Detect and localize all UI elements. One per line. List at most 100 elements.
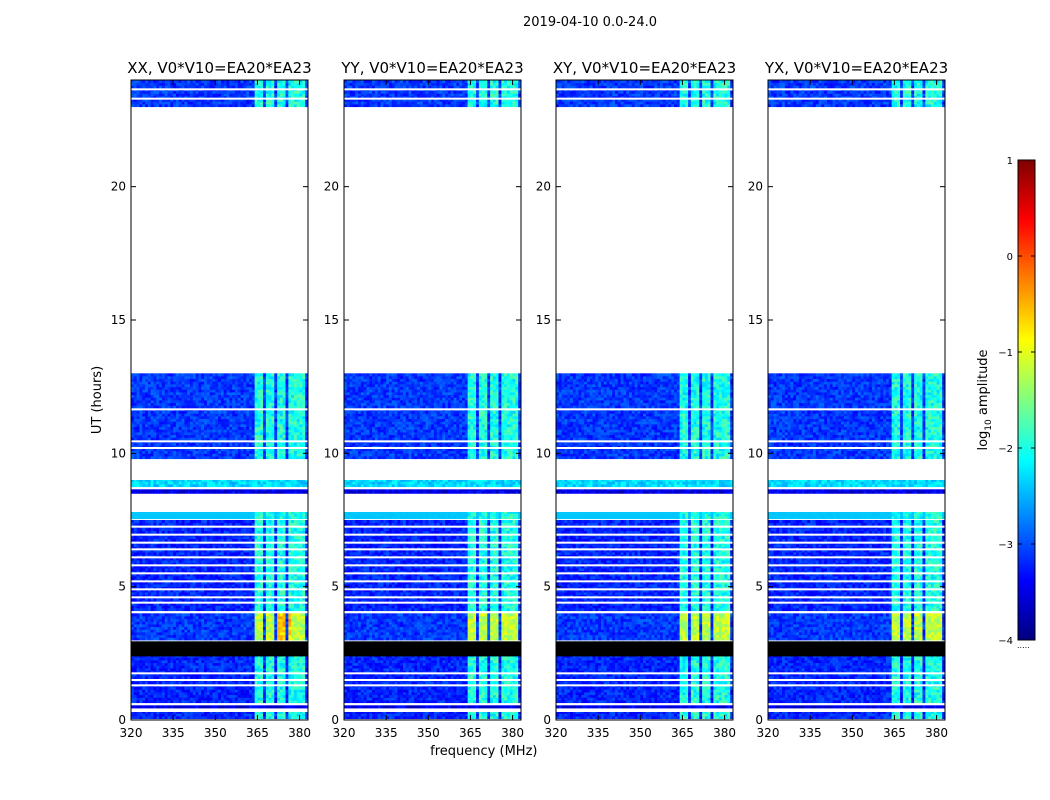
heatmap-cell bbox=[249, 586, 253, 590]
heatmap-cell bbox=[254, 700, 258, 704]
heatmap-cell bbox=[257, 681, 261, 685]
heatmap-cell bbox=[305, 624, 308, 628]
heatmap-cell bbox=[271, 656, 275, 658]
heatmap-cell bbox=[285, 668, 289, 672]
heatmap-cell bbox=[274, 600, 278, 604]
heatmap-cell bbox=[145, 645, 149, 649]
heatmap-cell bbox=[209, 642, 213, 646]
heatmap-cell bbox=[254, 589, 258, 593]
heatmap-cell bbox=[133, 641, 138, 644]
heatmap-cell bbox=[215, 624, 219, 628]
heatmap-cell bbox=[291, 650, 295, 654]
heatmap-cell bbox=[133, 538, 138, 542]
heatmap-cell bbox=[257, 632, 261, 636]
heatmap-cell bbox=[260, 705, 264, 709]
heatmap-cell bbox=[170, 484, 174, 488]
heatmap-cell bbox=[164, 544, 168, 548]
heatmap-cell bbox=[285, 600, 289, 604]
heatmap-cell bbox=[271, 632, 275, 636]
heatmap-cell bbox=[223, 552, 227, 556]
heatmap-cell bbox=[201, 660, 205, 664]
heatmap-cell bbox=[131, 544, 135, 548]
heatmap-cell bbox=[251, 490, 256, 494]
heatmap-cell bbox=[173, 592, 177, 596]
heatmap-cell bbox=[187, 489, 191, 492]
heatmap-cell bbox=[302, 530, 306, 534]
heatmap-cell bbox=[131, 705, 135, 709]
heatmap-cell bbox=[271, 565, 275, 569]
heatmap-cell bbox=[204, 516, 208, 520]
heatmap-cell bbox=[153, 613, 157, 617]
heatmap-cell bbox=[296, 586, 300, 590]
heatmap-cell bbox=[288, 689, 292, 693]
heatmap-cell bbox=[175, 660, 180, 664]
heatmap-cell bbox=[282, 536, 286, 540]
heatmap-cell bbox=[212, 489, 216, 492]
heatmap-cell bbox=[195, 629, 199, 633]
heatmap-cell bbox=[299, 581, 303, 585]
heatmap-cell bbox=[240, 584, 244, 588]
heatmap-cell bbox=[223, 592, 227, 596]
heatmap-cell bbox=[159, 676, 163, 680]
heatmap-cell bbox=[209, 637, 213, 641]
heatmap-cell bbox=[220, 597, 225, 601]
heatmap-cell bbox=[305, 713, 308, 717]
heatmap-cell bbox=[187, 668, 191, 672]
heatmap-cell bbox=[296, 562, 300, 566]
heatmap-cell bbox=[156, 602, 160, 606]
heatmap-cell bbox=[254, 697, 258, 701]
heatmap-cell bbox=[187, 641, 191, 644]
heatmap-cell bbox=[223, 600, 227, 604]
heatmap-cell bbox=[201, 712, 205, 714]
heatmap-cell bbox=[296, 570, 300, 574]
heatmap-cell bbox=[257, 481, 261, 485]
heatmap-cell bbox=[257, 616, 261, 620]
heatmap-cell bbox=[246, 481, 250, 485]
heatmap-cell bbox=[263, 668, 267, 672]
heatmap-cell bbox=[260, 648, 264, 652]
heatmap-cell bbox=[145, 668, 149, 672]
heatmap-cell bbox=[178, 694, 182, 698]
heatmap-cell bbox=[277, 637, 281, 641]
heatmap-cell bbox=[260, 650, 264, 654]
heatmap-cell bbox=[142, 641, 146, 644]
heatmap-cell bbox=[299, 584, 303, 588]
heatmap-cell bbox=[277, 522, 281, 526]
heatmap-cell bbox=[251, 713, 256, 717]
heatmap-cell bbox=[257, 589, 261, 593]
heatmap-cell bbox=[190, 670, 194, 674]
heatmap-cell bbox=[218, 660, 222, 664]
heatmap-cell bbox=[268, 581, 272, 585]
heatmap-cell bbox=[229, 689, 233, 693]
heatmap-cell bbox=[305, 653, 308, 657]
heatmap-cell bbox=[184, 481, 188, 485]
heatmap-cell bbox=[206, 626, 211, 630]
heatmap-cell bbox=[215, 642, 219, 646]
heatmap-cell bbox=[254, 573, 258, 577]
heatmap-cell bbox=[263, 656, 267, 658]
heatmap-cell bbox=[153, 584, 157, 588]
heatmap-cell bbox=[215, 657, 219, 661]
heatmap-cell bbox=[139, 716, 143, 720]
heatmap-cell bbox=[302, 600, 306, 604]
heatmap-cell bbox=[195, 578, 199, 582]
heatmap-cell bbox=[243, 616, 247, 620]
heatmap-cell bbox=[240, 536, 244, 540]
heatmap-cell bbox=[271, 673, 275, 677]
heatmap-cell bbox=[147, 520, 152, 524]
heatmap-cell bbox=[204, 578, 208, 582]
heatmap-cell bbox=[254, 513, 258, 517]
heatmap-cell bbox=[279, 676, 284, 680]
heatmap-cell bbox=[164, 602, 168, 606]
heatmap-cell bbox=[139, 689, 143, 693]
heatmap-cell bbox=[133, 528, 138, 532]
heatmap-cell bbox=[299, 570, 303, 574]
heatmap-cell bbox=[181, 689, 185, 693]
heatmap-cell bbox=[279, 544, 284, 548]
heatmap-cell bbox=[282, 713, 286, 717]
heatmap-cell bbox=[260, 520, 264, 524]
heatmap-cell bbox=[254, 642, 258, 646]
heatmap-cell bbox=[136, 552, 140, 556]
heatmap-cell bbox=[237, 605, 241, 609]
heatmap-cell bbox=[175, 700, 180, 704]
